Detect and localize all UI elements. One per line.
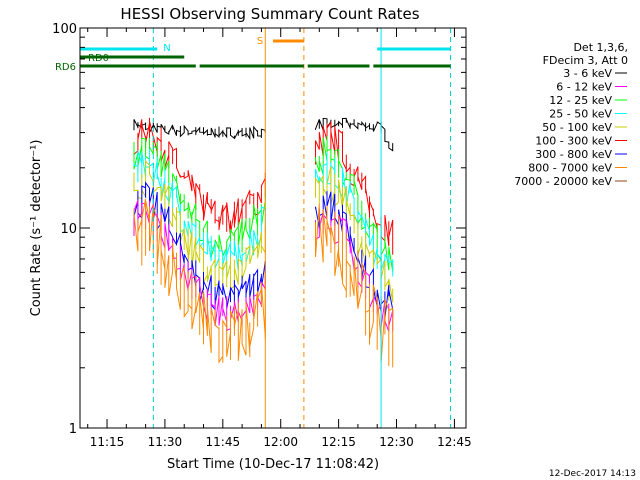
y-tick-label-3: 100 — [52, 22, 77, 37]
series-segment-1 — [133, 119, 266, 141]
flag-rd0-label: RD0 — [88, 53, 109, 64]
legend-label-1: 3 - 6 keV — [563, 67, 612, 80]
x-axis-label: Start Time (10-Dec-17 11:08:42) — [167, 457, 379, 472]
axis-ticks — [80, 27, 466, 429]
marker-lines — [152, 28, 452, 428]
legend-header-line-2: FDecim 3, Att 0 — [543, 54, 628, 67]
x-tick-label-4: 12:00 — [263, 435, 298, 449]
x-tick-label-7: 12:45 — [437, 435, 472, 449]
flag-rd6-label: RD6 — [55, 62, 76, 73]
x-tick-label-6: 12:30 — [379, 435, 414, 449]
legend-header-line-1: Det 1,3,6, — [573, 41, 628, 54]
legend-label-3: 12 - 25 keV — [549, 94, 612, 107]
x-tick-label-1: 11:15 — [90, 435, 125, 449]
flag-bars: N S RD0 RD6 — [55, 36, 451, 73]
legend-label-2: 6 - 12 keV — [556, 81, 612, 94]
series-segment-1 — [133, 148, 266, 277]
legend-label-9: 7000 - 20000 keV — [514, 175, 612, 188]
x-tick-label-5: 12:15 — [321, 435, 356, 449]
series-segment-1 — [133, 137, 266, 262]
chart-title: HESSI Observing Summary Count Rates — [120, 5, 419, 23]
x-tick-label-3: 11:45 — [206, 435, 241, 449]
flag-s-label: S — [257, 36, 263, 47]
y-tick-label-2: 10 — [60, 222, 77, 237]
y-axis-label: Count Rate (s⁻¹ detector⁻¹) — [29, 140, 44, 317]
series-segment-1 — [133, 159, 266, 291]
legend-label-7: 300 - 800 keV — [535, 148, 612, 161]
axis-tick-labels: 11:15 11:30 11:45 12:00 12:15 12:30 12:45 1 10 10… — [52, 22, 472, 449]
series-segment-1 — [133, 198, 266, 364]
footer-date: 12-Dec-2017 14:13 — [549, 469, 636, 479]
legend-label-5: 50 - 100 keV — [542, 121, 612, 134]
y-tick-label-1: 1 — [69, 422, 77, 437]
legend-label-8: 800 - 7000 keV — [528, 162, 612, 175]
flag-n-label: N — [163, 43, 170, 54]
legend-label-6: 100 - 300 keV — [535, 135, 612, 148]
legend-label-4: 25 - 50 keV — [549, 108, 612, 121]
x-tick-label-2: 11:30 — [148, 435, 183, 449]
